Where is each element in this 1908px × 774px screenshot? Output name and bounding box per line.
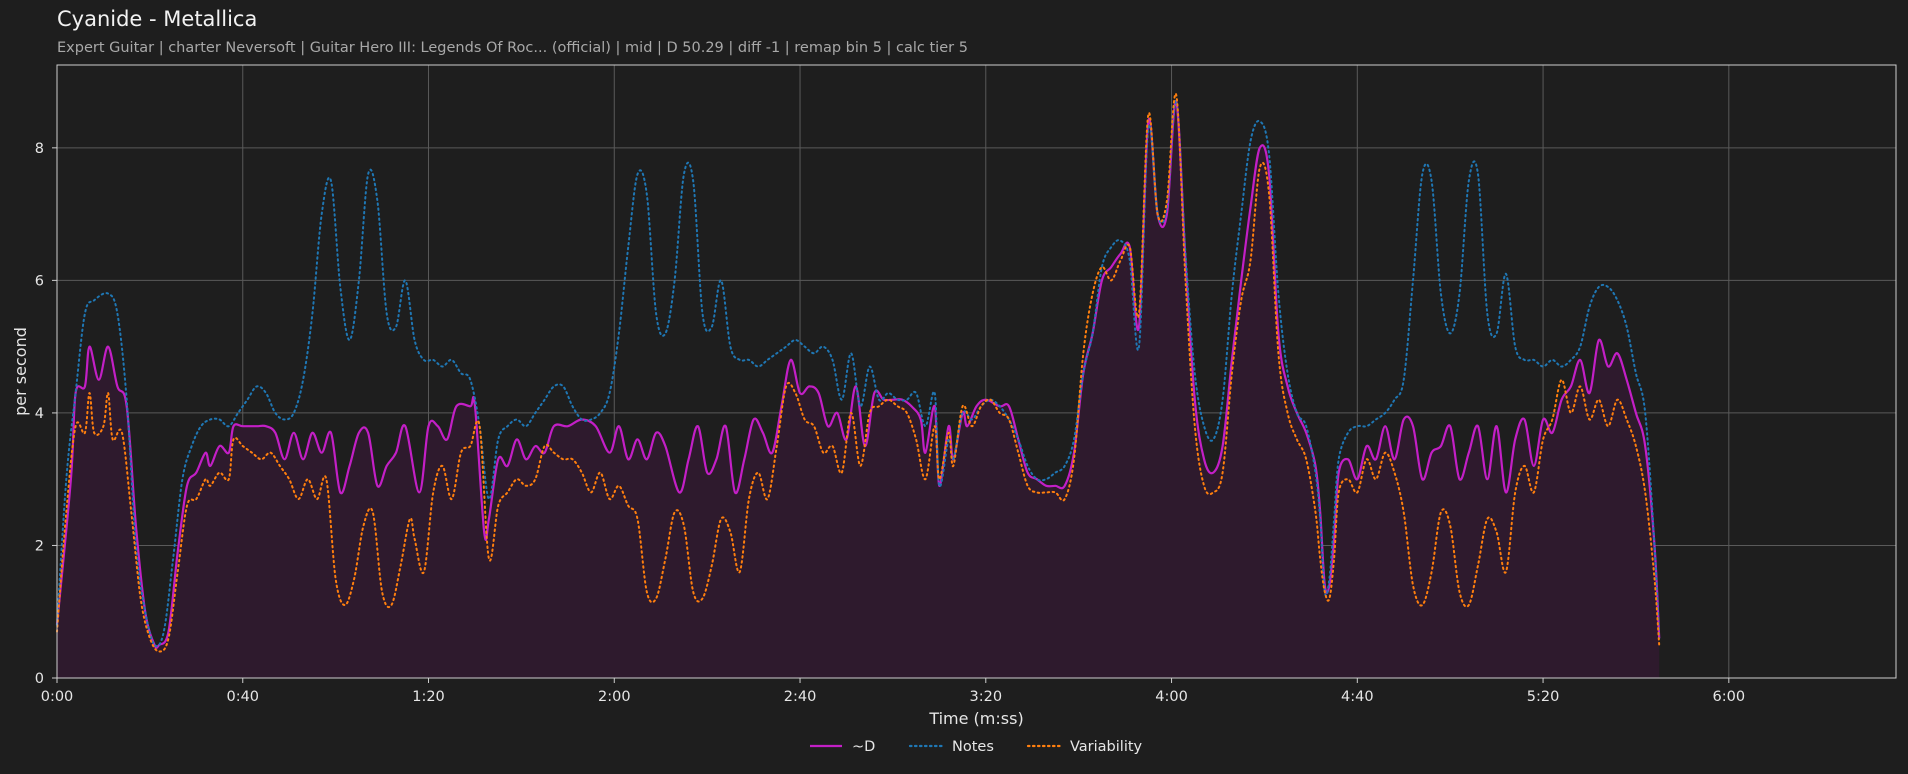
x-tick-label: 0:00	[41, 689, 74, 705]
series-fill-d	[57, 100, 1660, 678]
x-tick-label: 3:20	[970, 689, 1003, 705]
y-tick-label: 4	[35, 406, 44, 422]
y-axis: 0 2 4 6 8	[35, 141, 57, 687]
series-line-d	[55, 100, 1661, 649]
x-tick-label: 0:40	[226, 689, 259, 705]
legend-item-variability: Variability	[1026, 739, 1143, 755]
chart-title: Cyanide - Metallica	[57, 7, 258, 31]
x-tick-label: 2:40	[784, 689, 817, 705]
x-tick-label: 2:00	[598, 689, 631, 705]
legend-label: Variability	[1070, 739, 1143, 755]
x-axis-label: Time (m:ss)	[928, 709, 1023, 728]
series-line-variability	[56, 92, 1661, 653]
series-line-notes	[56, 100, 1661, 648]
y-axis-label: per second	[11, 327, 30, 416]
x-axis: 0:00 0:40 1:20 2:00 2:40 3:20 4:00 4:40 5:20 6:00	[41, 678, 1745, 705]
y-tick-label: 6	[35, 273, 44, 289]
chart-subtitle: Expert Guitar | charter Neversoft | Guit…	[57, 40, 968, 56]
legend-label: Notes	[952, 739, 994, 755]
legend: ~D Notes Variability	[810, 739, 1143, 755]
x-tick-label: 4:40	[1341, 689, 1374, 705]
plot-frame	[56, 64, 1897, 679]
x-tick-label: 4:00	[1155, 689, 1188, 705]
legend-label: ~D	[852, 739, 875, 755]
x-tick-label: 1:20	[412, 689, 445, 705]
x-tick-label: 5:20	[1527, 689, 1560, 705]
y-tick-label: 0	[35, 671, 44, 687]
legend-item-notes: Notes	[908, 739, 994, 755]
y-tick-label: 8	[35, 141, 44, 157]
series-lines	[55, 92, 1661, 653]
y-tick-label: 2	[35, 538, 44, 554]
legend-item-d: ~D	[810, 739, 875, 755]
series-fills	[57, 100, 1660, 678]
x-tick-label: 6:00	[1713, 689, 1746, 705]
